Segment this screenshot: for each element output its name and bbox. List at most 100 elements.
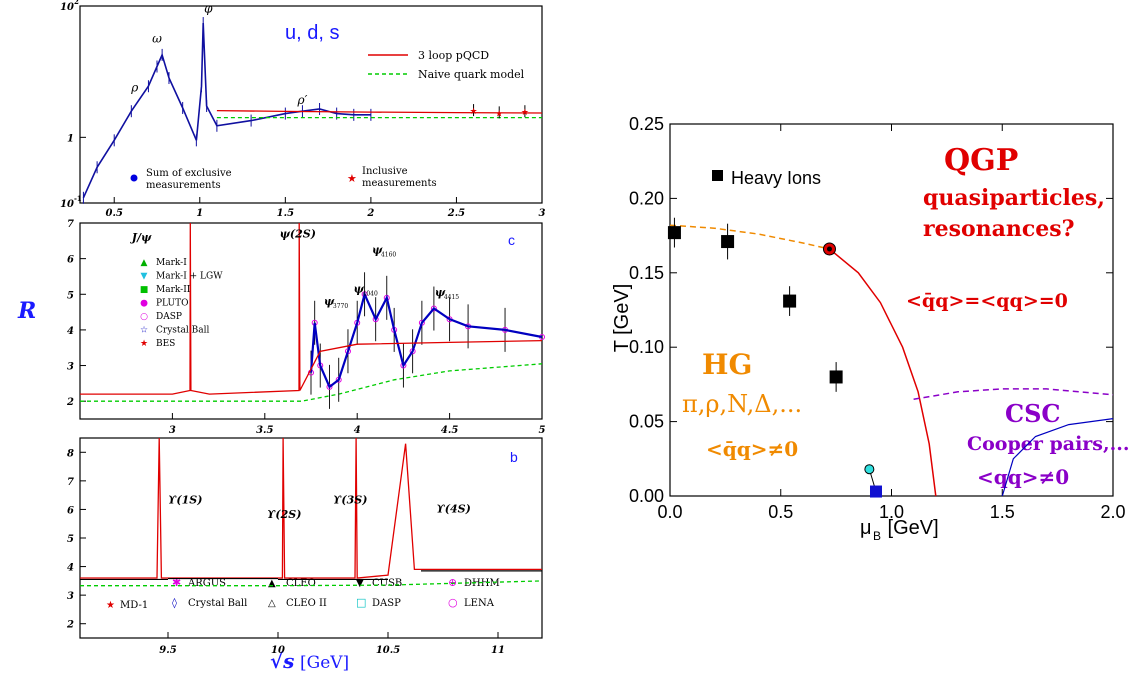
pqcd-line-bottom <box>80 437 542 579</box>
charm-legend-label: DASP <box>156 312 182 322</box>
phase-x-tick-label: 2.0 <box>1100 502 1125 522</box>
legend-lena-marker: ○ <box>448 596 458 609</box>
phase-y-tick-label: 0.15 <box>629 263 664 283</box>
uds-peak-label: φ <box>204 1 213 15</box>
charm-y-tick-label: 2 <box>66 397 74 408</box>
bottom-x-tick-label: 10.5 <box>376 645 400 656</box>
legend-cusb-marker: ▼ <box>356 578 364 589</box>
uds-y-tick-label: 1 <box>67 133 74 144</box>
heavy-ion-point <box>783 294 797 308</box>
inclusive-point: ★ <box>495 109 503 119</box>
phase-y-tick-label: 0.05 <box>629 412 664 432</box>
charm-peak-subscript: 4040 <box>363 290 378 297</box>
charm-peak-label: ψ(2S) <box>280 227 316 240</box>
crossover-line <box>669 224 830 250</box>
legend-lena-label: LENA <box>464 598 495 609</box>
charm-peak-label: ψ <box>372 243 383 256</box>
heavy-ion-point <box>667 226 681 240</box>
charm-x-tick-label: 5 <box>539 425 546 436</box>
uds-x-tick-label: 3 <box>539 208 546 219</box>
legend-crystalball-marker: ◊ <box>172 597 177 609</box>
legend-inclusive-label: Inclusive measurements <box>362 166 437 189</box>
csc-transition-line <box>913 388 1114 401</box>
charm-peak-label: ψ <box>354 282 365 295</box>
charm-peak-subscript: 4415 <box>444 294 459 301</box>
charm-legend-marker: ○ <box>140 312 148 322</box>
charm-legend-label: Mark-I <box>156 258 187 268</box>
charm-legend-marker: ▲ <box>141 258 148 268</box>
charm-legend-label: PLUTO <box>156 299 189 309</box>
legend-exclusive-label: Sum of exclusive measurements <box>146 168 232 191</box>
charm-y-tick-label: 3 <box>67 362 74 373</box>
legend-argus-marker: ✱ <box>172 576 181 589</box>
legend-heavy-ions-label: Heavy Ions <box>731 168 821 188</box>
legend-argus-label: ARGUS <box>187 578 226 589</box>
charm-x-tick-label: 3.5 <box>256 425 273 436</box>
qgp-sub1-label: quasiparticles, <box>923 185 1105 211</box>
bottom-y-tick-label: 6 <box>67 505 74 516</box>
transition-line <box>829 248 937 497</box>
legend-cleo2-marker: △ <box>268 598 276 609</box>
sqrt-s-label: √s <box>270 649 294 673</box>
legend-md1-label: MD-1 <box>120 600 148 611</box>
charm-x-tick-label: 4 <box>354 425 361 436</box>
bottom-peak-label: ϒ(2S) <box>267 508 301 521</box>
qgp-condensate-label: <q̄q>=<qq>=0 <box>906 290 1068 312</box>
legend-crystalball-label: Crystal Ball <box>188 598 247 609</box>
naive-line-bottom <box>80 580 543 587</box>
legend-naive-label: Naive quark model <box>418 68 525 81</box>
bottom-y-tick-label: 2 <box>66 620 74 631</box>
uds-y-tick-label: 10 <box>60 199 74 210</box>
inclusive-point: ★ <box>470 107 478 117</box>
uds-peak-label: ω <box>152 31 162 45</box>
csc-blue-line <box>1001 418 1114 497</box>
legend-cleo-marker: ▲ <box>268 578 276 589</box>
charm-data-point <box>430 305 437 312</box>
uds-x-tick-label: 1 <box>196 208 203 219</box>
legend-dasp-marker: □ <box>356 596 366 609</box>
legend-cleo-label: CLEO <box>286 578 316 589</box>
legend-pqcd-label: 3 loop pQCD <box>418 49 489 62</box>
uds-x-tick-label: 2 <box>366 208 374 219</box>
uds-peak-label: ρ′ <box>297 93 308 107</box>
charm-y-tick-label: 5 <box>67 290 74 301</box>
charm-y-tick-label: 6 <box>67 255 74 266</box>
legend-heavy-ions-marker <box>712 170 723 181</box>
gev-unit-label: [GeV] <box>300 653 349 673</box>
bottom-peak-label: ϒ(1S) <box>168 494 202 507</box>
charm-legend-marker: ▼ <box>141 272 148 282</box>
phase-x-tick-label: 0.0 <box>657 502 682 522</box>
legend-dhhm-label: DHHM <box>464 578 500 589</box>
charm-y-tick-label: 4 <box>67 326 74 337</box>
r-axis-label: R <box>17 298 36 324</box>
phase-y-tick-label: 0.10 <box>629 337 664 357</box>
uds-y-tick-label: 10 <box>60 2 74 13</box>
uds-peak-label: ρ <box>130 80 138 94</box>
inclusive-line1: Inclusive <box>362 166 408 177</box>
heavy-ion-point <box>721 235 735 249</box>
csc-condensate-label: <qq>≠0 <box>977 465 1069 489</box>
qgp-sub2-label: resonances? <box>923 216 1075 242</box>
inclusive-point: ★ <box>521 108 529 118</box>
pqcd-line-uds <box>216 109 543 114</box>
bottom-tag: b <box>510 449 518 465</box>
uds-y-tick-exponent: 2 <box>74 0 79 6</box>
bottom-peak-label: ϒ(4S) <box>436 502 470 515</box>
uds-x-tick-label: 1.5 <box>277 208 294 219</box>
bottom-y-tick-label: 4 <box>67 563 74 574</box>
charm-legend-marker: ☆ <box>140 326 148 336</box>
legend-inclusive-marker: ★ <box>347 172 357 185</box>
charm-legend-label: Mark-I + LGW <box>156 272 223 282</box>
hg-condensate-label: <q̄q>≠0 <box>706 437 798 461</box>
charm-peak-label: ψ <box>324 295 335 308</box>
charm-peak-subscript: 3770 <box>333 303 348 310</box>
hg-sub-label: π,ρ,N,Δ,... <box>682 390 802 418</box>
legend-dasp-label: DASP <box>372 598 401 609</box>
charm-legend-marker: ★ <box>140 339 148 349</box>
charm-tag: c <box>508 232 515 248</box>
phase-x-tick-label: 0.5 <box>768 502 793 522</box>
uds-y-tick-exponent: -1 <box>74 194 82 203</box>
